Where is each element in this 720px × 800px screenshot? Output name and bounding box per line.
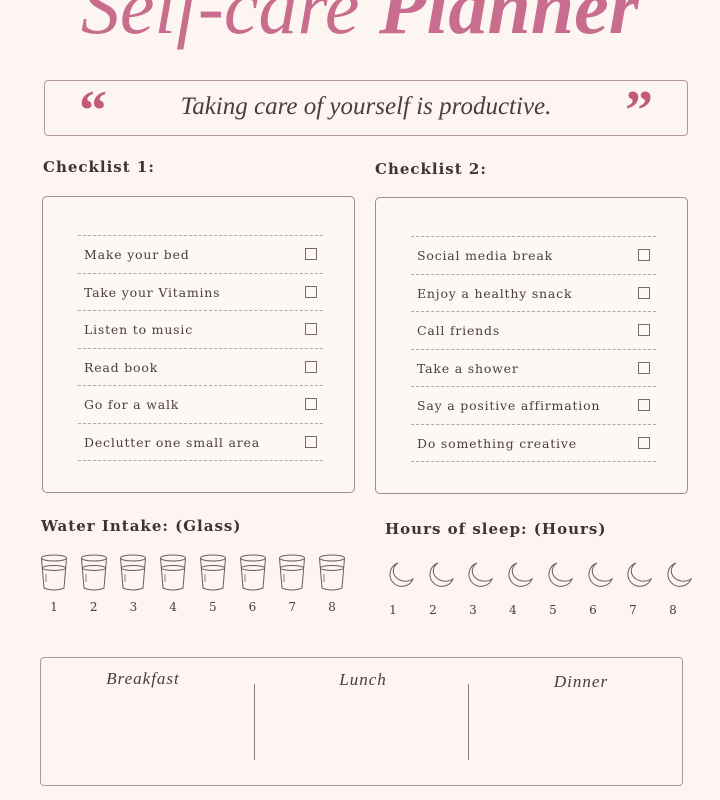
- checklist-item: Take a shower: [411, 348, 656, 387]
- moon-icon[interactable]: [466, 561, 494, 593]
- moon-icon[interactable]: [546, 561, 574, 593]
- checkbox[interactable]: [305, 360, 317, 373]
- checkbox[interactable]: [638, 399, 650, 411]
- glass-icon[interactable]: [119, 554, 147, 596]
- checklist-item: Call friends: [411, 311, 656, 349]
- checklist-item: Declutter one small area: [78, 422, 323, 461]
- checklist1-label: Checklist 1:: [43, 158, 155, 176]
- checklist-item: Say a positive affirmation: [411, 386, 656, 424]
- meal-dinner: Dinner: [553, 672, 609, 691]
- moon-icon[interactable]: [506, 561, 534, 593]
- sleep-number: 1: [389, 603, 397, 617]
- checkbox[interactable]: [305, 248, 317, 260]
- checklist-item: Listen to music: [78, 310, 323, 348]
- checkbox[interactable]: [638, 361, 650, 374]
- divider: [78, 460, 323, 461]
- moon-icon[interactable]: [625, 561, 653, 593]
- water-label: Water Intake: (Glass): [41, 517, 242, 535]
- checklist-item-label: Read book: [84, 359, 159, 375]
- sleep-number: 2: [429, 603, 437, 617]
- checklist-item: Take your Vitamins: [78, 272, 323, 311]
- glass-icon[interactable]: [199, 554, 227, 596]
- checkbox[interactable]: [638, 436, 650, 449]
- checklist-item-label: Make your bed: [84, 247, 190, 262]
- checkbox[interactable]: [638, 286, 650, 299]
- checklist2-box: Social media break Enjoy a healthy snack C…: [375, 197, 688, 494]
- checklist-item-label: Take a shower: [417, 360, 519, 376]
- checkbox[interactable]: [638, 324, 650, 336]
- glass-icon[interactable]: [159, 554, 187, 596]
- checklist-item-label: Say a positive affirmation: [417, 398, 601, 413]
- page-title: Self-care Planner: [0, 0, 720, 52]
- water-number: 4: [169, 600, 177, 614]
- checkbox[interactable]: [305, 435, 317, 448]
- water-number: 3: [129, 600, 138, 614]
- checklist-item-label: Do something creative: [417, 435, 577, 451]
- moon-icon[interactable]: [665, 561, 693, 593]
- glass-icon[interactable]: [80, 554, 108, 596]
- checklist-item-label: Enjoy a healthy snack: [417, 285, 573, 301]
- checklist-item-label: Declutter one small area: [84, 434, 260, 450]
- quote-text: Taking care of yourself is productive.: [180, 93, 552, 120]
- checklist-item: Make your bed: [78, 235, 323, 273]
- meal-box: Breakfast Lunch Dinner: [40, 657, 683, 786]
- divider: [254, 684, 255, 760]
- checklist-item: Read book: [78, 347, 323, 386]
- sleep-label: Hours of sleep: (Hours): [385, 520, 607, 538]
- water-number: 6: [248, 600, 257, 614]
- checklist-item-label: Take your Vitamins: [84, 284, 221, 300]
- title-part2: Planner: [379, 0, 640, 50]
- checkbox[interactable]: [638, 249, 650, 261]
- water-number: 5: [208, 600, 217, 614]
- checklist-item: Do something creative: [411, 423, 656, 462]
- checkbox[interactable]: [305, 323, 317, 335]
- sleep-number: 5: [549, 603, 557, 617]
- checklist2-label: Checklist 2:: [375, 160, 487, 178]
- quote-box: “ Taking care of yourself is productive.…: [44, 80, 688, 142]
- water-number: 1: [50, 600, 58, 614]
- title-part1: Self-care: [80, 0, 360, 50]
- sleep-number: 7: [629, 603, 637, 617]
- checklist-item: Go for a walk: [78, 385, 323, 423]
- checklist-item-label: Social media break: [417, 248, 553, 263]
- moon-icon[interactable]: [586, 561, 614, 593]
- glass-icon[interactable]: [40, 554, 68, 596]
- checklist-item-label: Call friends: [417, 323, 501, 338]
- glass-icon[interactable]: [318, 554, 346, 596]
- checkbox[interactable]: [305, 398, 317, 410]
- water-number: 2: [89, 600, 98, 614]
- checkbox[interactable]: [305, 285, 317, 298]
- meal-breakfast: Breakfast: [106, 669, 180, 688]
- checklist-item-label: Go for a walk: [84, 397, 180, 412]
- sleep-number: 3: [469, 603, 477, 617]
- sleep-number: 8: [669, 603, 677, 617]
- checklist-item: Social media break: [411, 236, 656, 274]
- moon-icon[interactable]: [387, 561, 415, 593]
- water-number: 8: [328, 600, 336, 614]
- divider: [468, 684, 469, 760]
- sleep-number: 4: [509, 603, 517, 617]
- open-quote-icon: “: [79, 80, 107, 142]
- glass-icon[interactable]: [278, 554, 306, 596]
- glass-icon[interactable]: [239, 554, 267, 596]
- sleep-number: 6: [589, 603, 597, 617]
- meal-lunch: Lunch: [339, 670, 387, 689]
- checklist-item-label: Listen to music: [84, 322, 193, 337]
- divider: [411, 461, 656, 462]
- checklist1-box: Make your bed Take your Vitamins Listen to…: [42, 196, 355, 493]
- water-number: 7: [288, 600, 296, 614]
- close-quote-icon: ”: [625, 80, 653, 142]
- moon-icon[interactable]: [427, 561, 455, 593]
- checklist-item: Enjoy a healthy snack: [411, 273, 656, 312]
